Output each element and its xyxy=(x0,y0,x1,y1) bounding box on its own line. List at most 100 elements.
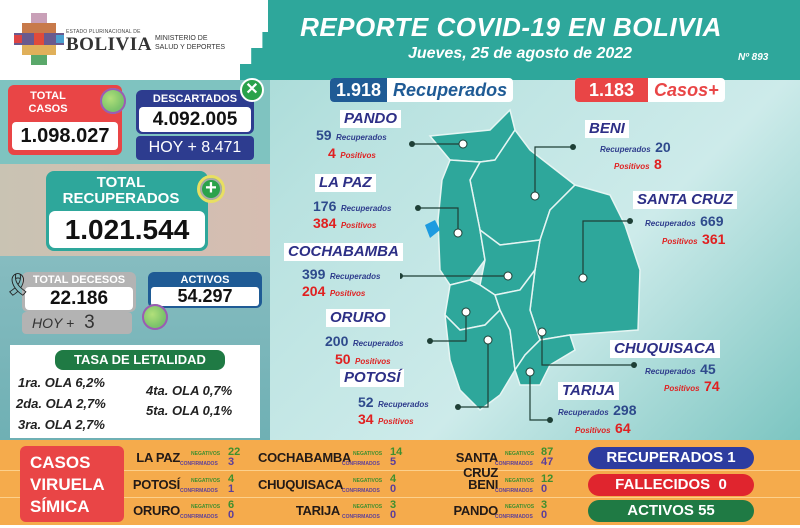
positivos-label: Positivos xyxy=(575,426,611,435)
viruela-confirmados-value: 0 xyxy=(541,509,548,521)
descartados-hoy: HOY + 8.471 xyxy=(136,136,254,160)
tarija-name: TARIJA xyxy=(558,382,620,400)
ola-2: 2da. OLA 2,7% xyxy=(16,396,106,411)
confirmados-label: CONFIRMADOS xyxy=(180,514,218,520)
potosi-recuperados: 52 Recuperados xyxy=(358,394,429,412)
tarija-positivos-value: 64 xyxy=(615,420,631,436)
viruela-title-card: CASOS VIRUELA SÍMICA xyxy=(20,446,124,522)
bolivia-map xyxy=(400,108,641,423)
row-divider xyxy=(0,525,800,528)
confirmados-label: CONFIRMADOS xyxy=(180,488,218,494)
viruela-dept-name: POTOSÍ xyxy=(132,477,180,492)
negativos-label: NEGATIVOS xyxy=(191,478,221,484)
total-casos-label: TOTAL CASOS xyxy=(8,90,88,116)
cochabamba-recuperados: 399 Recuperados xyxy=(302,266,381,284)
la-paz-recuperados-value: 176 xyxy=(313,198,337,214)
potosi-positivos: 34 Positivos xyxy=(358,411,414,429)
daily-recuperados-badge: 1.918 Recuperados xyxy=(330,78,514,102)
positivos-label: Positivos xyxy=(664,384,700,393)
cochabamba-positivos: 204 Positivos xyxy=(302,283,365,301)
total-decesos-value: 22.186 xyxy=(25,287,133,310)
viruela-negativos-value: 14 xyxy=(390,446,403,458)
total-casos-card: TOTAL CASOS 1.098.027 xyxy=(8,85,122,155)
viruela-confirmados-value: 0 xyxy=(390,483,397,495)
viruela-confirmados-value: 5 xyxy=(390,456,397,468)
confirmados-label: CONFIRMADOS xyxy=(180,461,218,467)
viruela-dept-name: ORURO xyxy=(133,503,180,518)
positivos-label: Positivos xyxy=(614,162,650,171)
viruela-negativos-value: 4 xyxy=(390,473,397,485)
viruela-title-line3: SÍMICA xyxy=(30,497,90,516)
oruro-name: ORURO xyxy=(326,309,390,327)
header-title-banner xyxy=(240,0,800,80)
oruro-recuperados-value: 200 xyxy=(325,333,349,349)
descartados-card: DESCARTADOS 4.092.005 xyxy=(136,90,254,134)
pando-positivos: 4 Positivos xyxy=(328,145,376,163)
activos-label: ACTIVOS xyxy=(180,274,230,286)
recuperados-label: Recuperados xyxy=(336,133,387,142)
viruela-title-line2: VIRUELA xyxy=(30,475,105,494)
total-recuperados-label-line1: TOTAL xyxy=(96,174,146,191)
decesos-hoy-label: HOY + xyxy=(32,315,75,331)
la-paz-positivos-value: 384 xyxy=(313,215,337,231)
beni-name: BENI xyxy=(585,120,629,138)
total-recuperados-label-line2: RECUPERADOS xyxy=(62,190,180,207)
viruela-dept-name: LA PAZ xyxy=(136,450,180,465)
viruela-dept-name: TARIJA xyxy=(295,503,340,518)
decesos-hoy-value: 3 xyxy=(84,312,95,333)
viruela-negativos-value: 87 xyxy=(541,446,554,458)
viruela-confirmados-value: 0 xyxy=(541,483,548,495)
recuperados-label: Recuperados xyxy=(600,145,651,154)
confirmados-label: CONFIRMADOS xyxy=(495,461,533,467)
total-casos-label-line1: TOTAL xyxy=(30,90,66,102)
viruela-recuperados-pill: RECUPERADOS 1 xyxy=(588,447,754,469)
daily-casos-number: 1.183 xyxy=(575,78,649,102)
confirmados-label: CONFIRMADOS xyxy=(342,514,380,520)
confirmados-label: CONFIRMADOS xyxy=(495,488,533,494)
potosi-recuperados-value: 52 xyxy=(358,394,374,410)
ministry-name: MINISTERIO DE SALUD Y DEPORTES xyxy=(155,34,225,52)
chuquisaca-recuperados-value: 45 xyxy=(700,361,716,377)
negativos-label: NEGATIVOS xyxy=(191,451,221,457)
positivos-label: Positivos xyxy=(355,357,391,366)
negativos-label: NEGATIVOS xyxy=(353,478,383,484)
total-recuperados-value: 1.021.544 xyxy=(49,211,205,248)
viruela-negativos-value: 4 xyxy=(228,473,235,485)
recuperados-label: Recuperados xyxy=(340,204,392,213)
ministry-line-1: MINISTERIO DE xyxy=(155,35,208,42)
viruela-dept-name: PANDO xyxy=(453,503,499,518)
positivos-label: Positivos xyxy=(329,289,366,298)
santa-cruz-positivos: Positivos 361 xyxy=(662,231,725,249)
beni-recuperados: Recuperados 20 xyxy=(600,139,671,157)
confirmados-label: CONFIRMADOS xyxy=(495,514,533,520)
ola-4: 4ta. OLA 0,7% xyxy=(146,383,233,398)
viruela-confirmados-value: 1 xyxy=(228,483,235,495)
tasa-letalidad-title: TASA DE LETALIDAD xyxy=(55,350,225,370)
daily-recuperados-number: 1.918 xyxy=(330,78,388,102)
ola-1: 1ra. OLA 6,2% xyxy=(18,375,105,390)
pando-name: PANDO xyxy=(340,110,402,128)
total-casos-value: 1.098.027 xyxy=(12,122,118,150)
virus-icon xyxy=(100,88,126,114)
activos-value: 54.297 xyxy=(151,287,259,306)
viruela-negativos-value: 22 xyxy=(228,446,241,458)
report-number: Nº 893 xyxy=(738,52,769,63)
pando-positivos-value: 4 xyxy=(328,145,336,161)
negativos-label: NEGATIVOS xyxy=(191,504,221,510)
la-paz-name: LA PAZ xyxy=(315,174,376,192)
cochabamba-name: COCHABAMBA xyxy=(284,243,403,261)
negativos-label: NEGATIVOS xyxy=(505,504,535,510)
report-title: REPORTE COVID-19 EN BOLIVIA xyxy=(300,12,722,42)
activos-card: ACTIVOS 54.297 xyxy=(148,272,262,308)
viruela-negativos-value: 6 xyxy=(228,499,235,511)
santa-cruz-positivos-value: 361 xyxy=(702,231,726,247)
recuperados-label: Recuperados xyxy=(378,400,429,409)
total-recuperados-card: TOTAL RECUPERADOS 1.021.544 xyxy=(46,171,208,251)
logo-title: BOLIVIA xyxy=(66,34,152,55)
santa-cruz-recuperados-value: 669 xyxy=(700,213,724,229)
daily-recuperados-label: Recuperados xyxy=(393,80,508,100)
ministry-line-2: SALUD Y DEPORTES xyxy=(155,44,226,51)
positivos-label: Positivos xyxy=(662,237,698,246)
viruela-confirmados-value: 47 xyxy=(541,456,554,468)
oruro-positivos: 50 Positivos xyxy=(335,351,391,369)
